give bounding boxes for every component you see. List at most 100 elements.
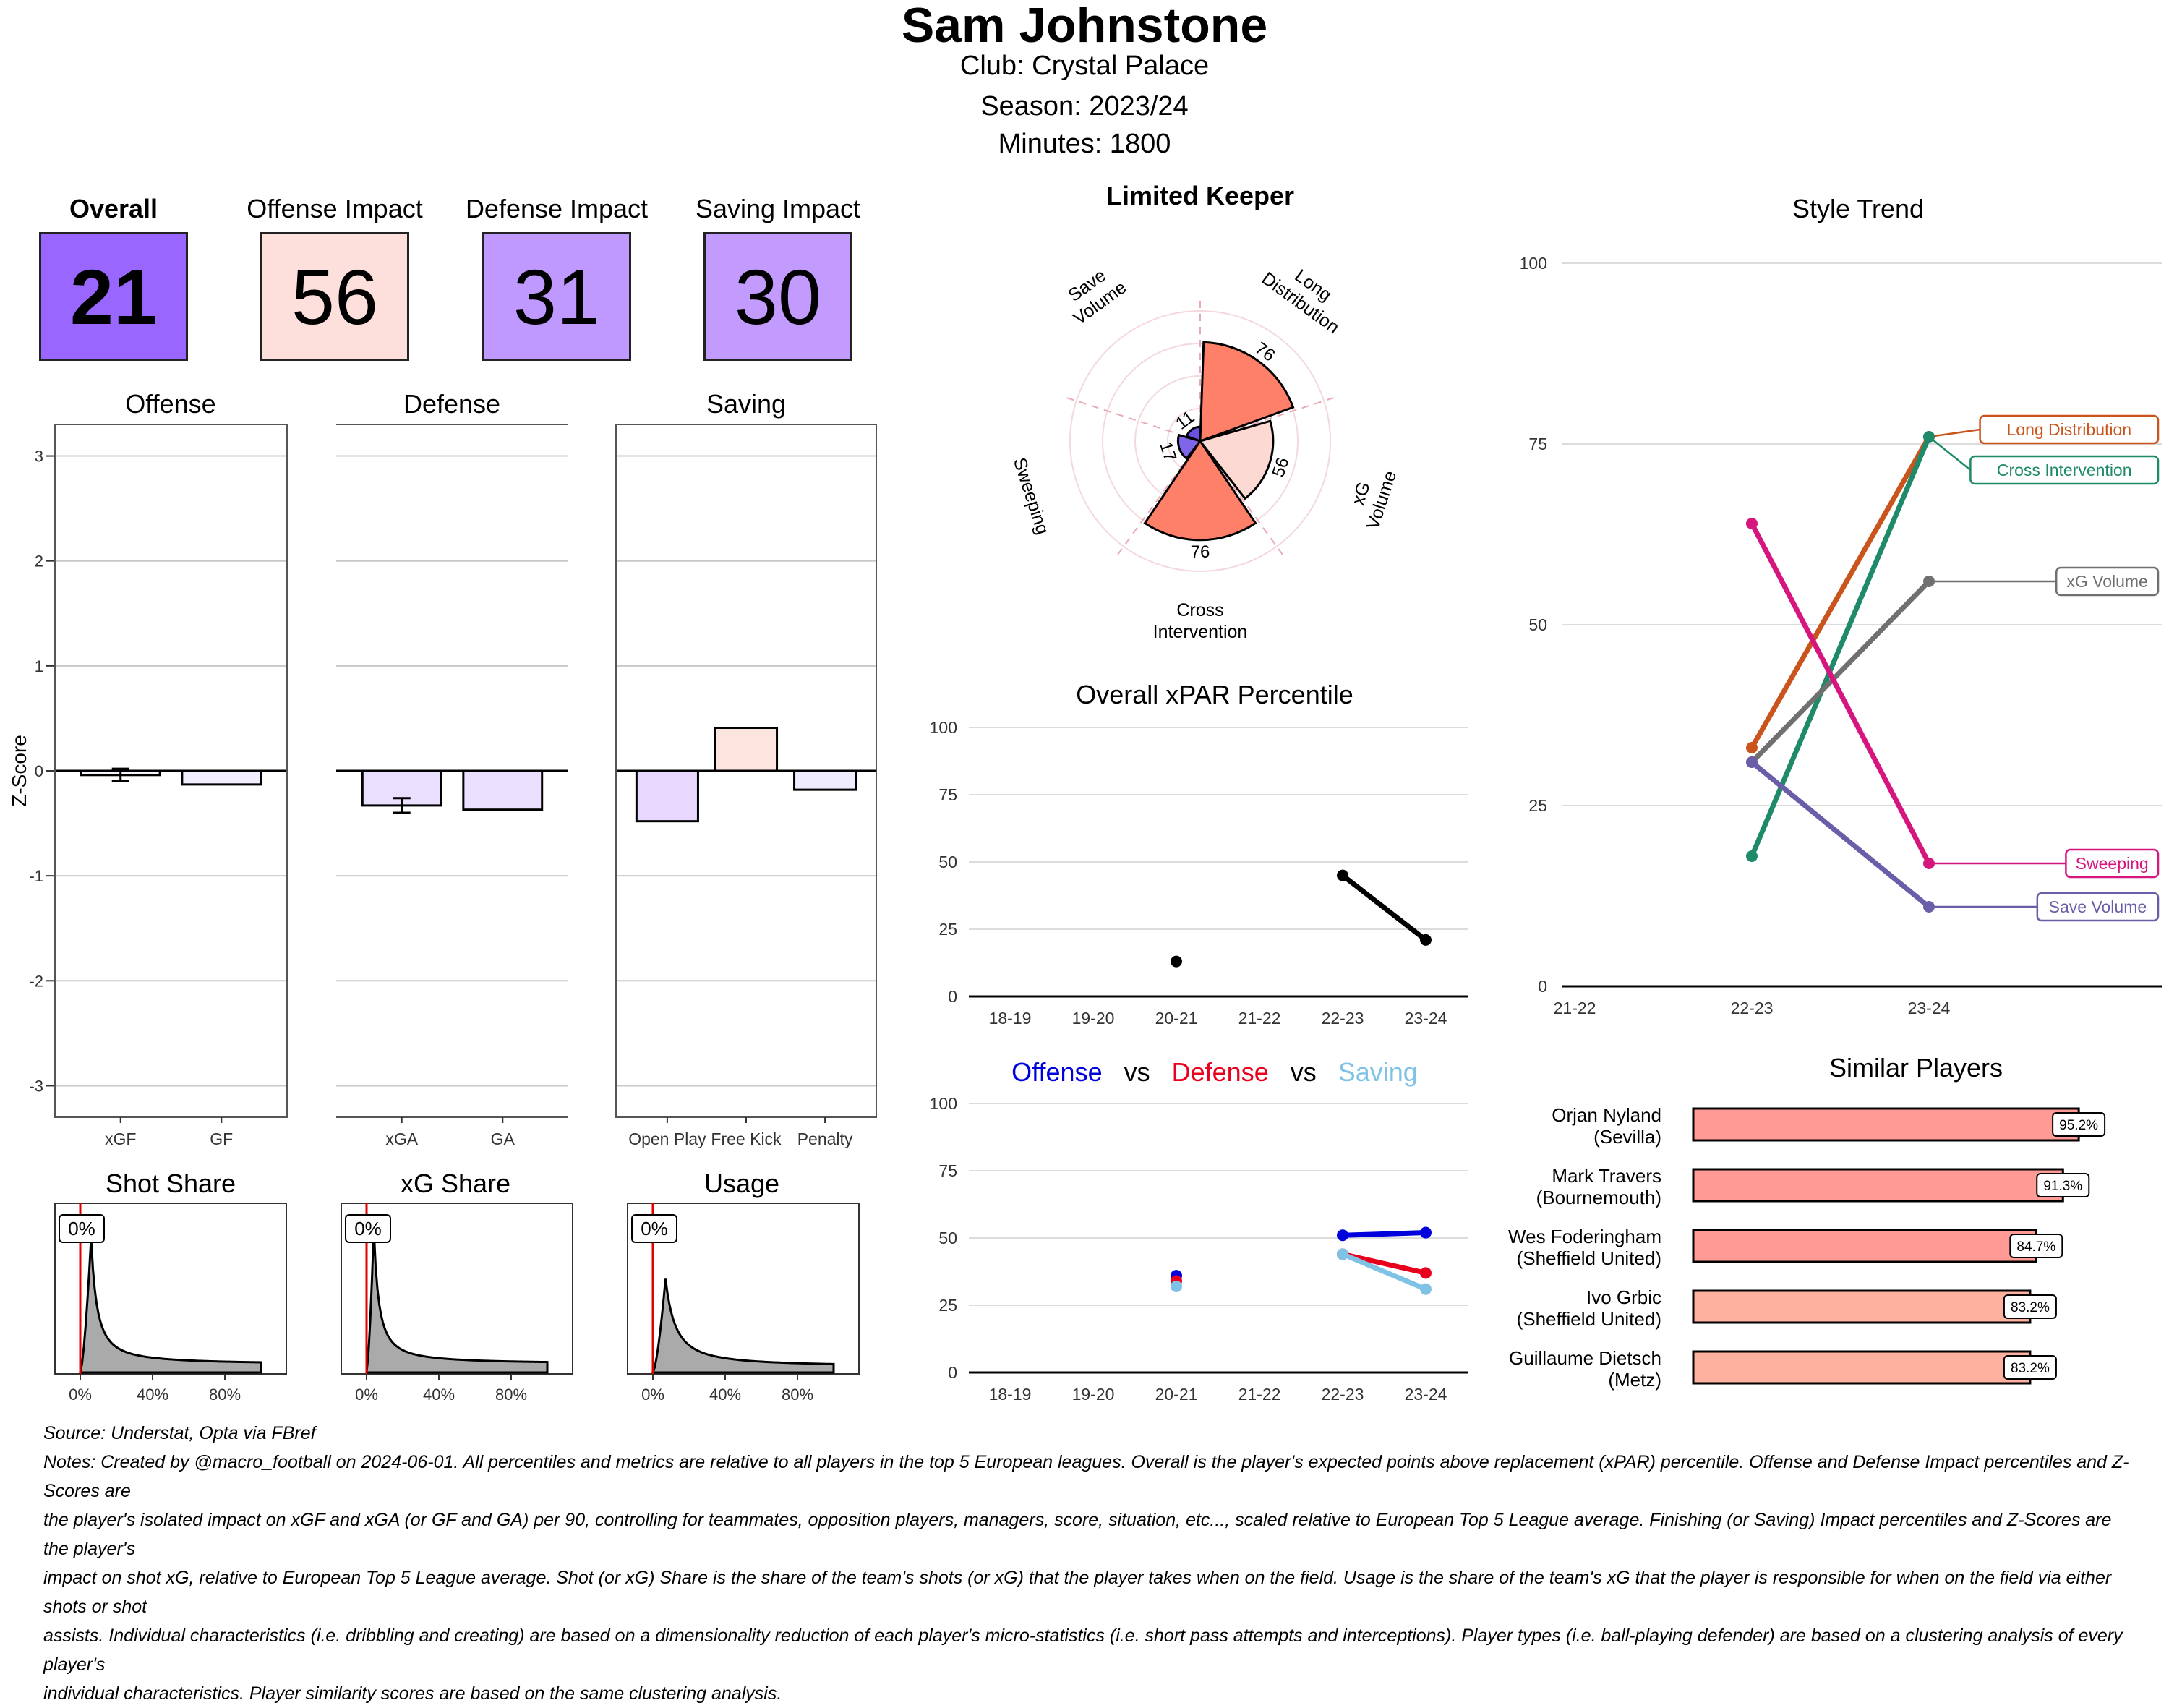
ovd-xtick-label: 21-22	[1238, 1385, 1281, 1404]
style-point	[1746, 756, 1758, 768]
ovd-point	[1337, 1248, 1348, 1260]
density-value-label: 0%	[641, 1218, 668, 1239]
radar-wedge	[1176, 433, 1202, 461]
radar-divider	[1227, 396, 1338, 433]
similar-score-label: 84.7%	[2016, 1239, 2055, 1255]
source-note: Source: Understat, Opta via FBref	[43, 1423, 316, 1443]
density-value-badge	[345, 1214, 391, 1243]
zscore-tick-label: -3	[29, 1077, 43, 1095]
density-value-badge	[59, 1214, 105, 1243]
density-tick-label: 40%	[137, 1385, 168, 1404]
style-ytick-label: 100	[1520, 254, 1547, 273]
style-series-line	[1749, 521, 1932, 866]
ovd-xtick-label: 23-24	[1405, 1385, 1447, 1404]
xpar-xtick-label: 22-23	[1322, 1009, 1364, 1028]
similar-bar	[1692, 1168, 2064, 1203]
panel-title-saving: Saving	[706, 389, 787, 419]
style-label-box	[2055, 566, 2160, 597]
style-label-leader	[1928, 428, 1980, 438]
ovd-title-vs-2: vs	[1290, 1057, 1317, 1087]
density-title-shot-share: Shot Share	[105, 1169, 236, 1198]
ovd-xtick-label: 22-23	[1322, 1385, 1364, 1404]
xpar-title: Overall xPAR Percentile	[1076, 680, 1353, 709]
density-curve	[365, 1229, 549, 1374]
style-label-box	[2065, 848, 2160, 879]
zscore-bar	[181, 769, 262, 786]
density-tick-label: 80%	[782, 1385, 813, 1404]
notes-line-5: individual characteristics. Player simil…	[43, 1683, 782, 1704]
xpar-xtick-label: 23-24	[1405, 1009, 1447, 1028]
style-label-leader	[1928, 436, 1972, 471]
style-series-label: Cross Intervention	[1997, 461, 2132, 479]
similar-score-label: 95.2%	[2059, 1118, 2098, 1133]
zscore-tick-label: 0	[35, 762, 43, 780]
style-xtick-label: 21-22	[1554, 999, 1596, 1017]
density-curve	[79, 1238, 262, 1374]
similar-score-badge	[2003, 1355, 2057, 1380]
club-line: Club: Crystal Palace	[959, 51, 1210, 81]
card-label-offense: Offense Impact	[247, 194, 423, 223]
density-charts: 0% 0% 40% 80% 0% 0% 40% 80% 0% 0% 40% 80%	[54, 1203, 860, 1404]
ovd-ytick-label: 100	[930, 1094, 957, 1113]
radar-wedge	[1143, 439, 1257, 542]
similar-player-club: (Sheffield United)	[1517, 1247, 1661, 1269]
radar-wedge	[1198, 419, 1275, 500]
radar-value-label: 17	[1155, 440, 1180, 464]
radar-title: Limited Keeper	[1105, 181, 1295, 210]
panel-title-defense: Defense	[403, 389, 501, 419]
radar-axis-label: Cross Intervention	[1153, 600, 1248, 642]
zscore-bar	[793, 769, 857, 791]
similar-score-label: 83.2%	[2011, 1300, 2050, 1315]
radar-divider	[1062, 396, 1173, 433]
style-point	[1746, 518, 1758, 529]
card-defense-impact: 31	[482, 232, 631, 361]
zscore-axis-label: Z-Score	[8, 735, 30, 807]
ovd-point	[1337, 1229, 1348, 1242]
radar-grid-ring	[1069, 310, 1331, 572]
radar-value-label: 56	[1269, 455, 1293, 479]
card-overall: 21	[39, 232, 188, 361]
radar-axis-label: Sweeping	[1009, 455, 1053, 537]
style-point	[1746, 742, 1758, 753]
xpar-xtick-label: 18-19	[989, 1009, 1032, 1028]
xpar-xtick-label: 19-20	[1072, 1009, 1115, 1028]
notes-block: Source: Understat, Opta via FBref Notes:…	[43, 1419, 2140, 1708]
minutes-line: Minutes: 1800	[998, 129, 1171, 159]
ovd-series-line	[1340, 1230, 1429, 1238]
similar-player-club: (Metz)	[1608, 1369, 1661, 1391]
ovd-point	[1420, 1283, 1432, 1295]
xpar-xtick-label: 20-21	[1155, 1009, 1198, 1028]
style-series-label: Long Distribution	[2006, 420, 2131, 439]
density-tick-label: 80%	[495, 1385, 527, 1404]
zscore-category-label: GF	[210, 1130, 233, 1148]
style-series-line	[1749, 578, 1932, 765]
similar-player-club: (Sheffield United)	[1517, 1308, 1661, 1330]
style-series-line	[1749, 434, 1932, 859]
radar-value-label: 76	[1191, 542, 1210, 562]
season-line: Season: 2023/24	[980, 91, 1189, 121]
xpar-point	[1171, 955, 1182, 968]
card-label-defense: Defense Impact	[465, 194, 649, 223]
density-tick-label: 80%	[209, 1385, 241, 1404]
ovd-xtick-label: 18-19	[989, 1385, 1032, 1404]
xpar-ytick-label: 75	[938, 785, 957, 804]
similar-score-label: 91.3%	[2043, 1179, 2082, 1194]
similar-score-badge	[2003, 1294, 2057, 1319]
ovd-series-line	[1340, 1251, 1429, 1292]
style-ytick-label: 50	[1528, 615, 1547, 634]
density-value-badge	[631, 1214, 677, 1243]
similar-player-name: Mark Travers	[1552, 1165, 1661, 1187]
xpar-ytick-label: 50	[938, 853, 957, 871]
style-ytick-label: 75	[1528, 435, 1547, 453]
style-label-box	[1969, 455, 2160, 485]
style-label-box	[1979, 414, 2160, 445]
similar-title: Similar Players	[1828, 1053, 2003, 1083]
ovd-title-vs-1: vs	[1124, 1057, 1150, 1087]
radar-divider	[1114, 464, 1184, 559]
density-title-usage: Usage	[703, 1169, 780, 1198]
ovd-point	[1171, 1280, 1182, 1292]
style-label-box	[2036, 892, 2160, 922]
zscore-chart: Z-Score 3 2 1 0 -1 -2 -3 xGF GF xGA GA Open Play Free…	[8, 424, 877, 1148]
xpar-chart: 100 75 50 25 0 18-19 19-20 20-21 21-22 22-23 23-24	[930, 718, 1468, 1028]
xpar-ytick-label: 0	[948, 987, 957, 1006]
